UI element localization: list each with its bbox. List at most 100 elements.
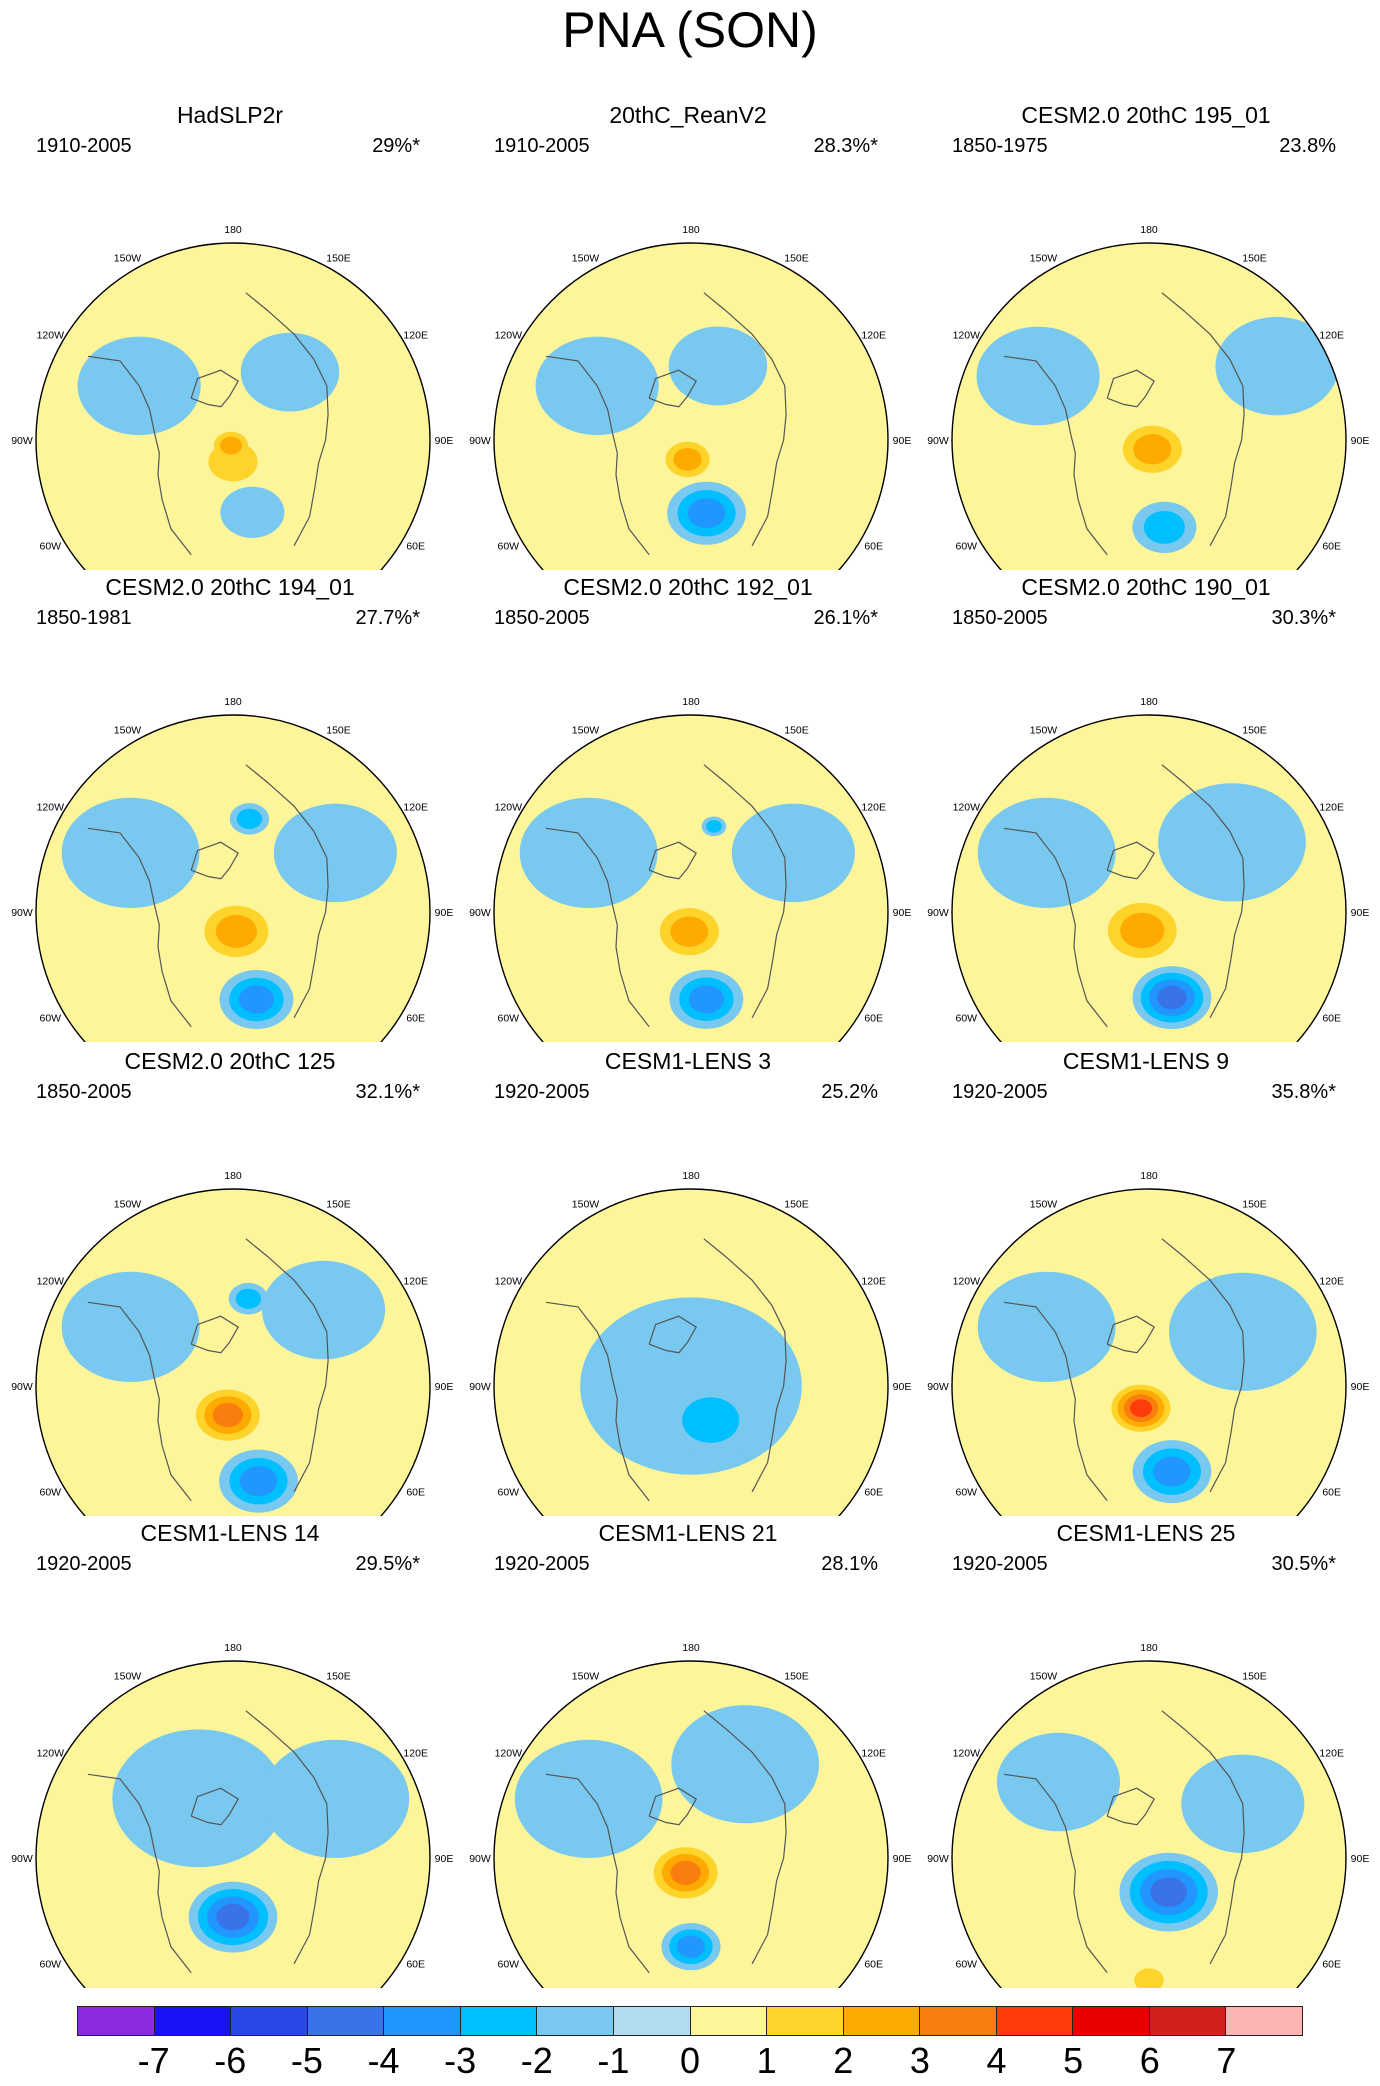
longitude-label: 150E [784,1670,809,1682]
panel-variance-explained: 25.2% [821,1081,878,1103]
longitude-label: 150E [1242,1670,1267,1682]
longitude-label: 120W [495,1276,523,1288]
polar-map: 180150E120E90E60E30E030W60W90W120W150W [927,1170,1370,1516]
panel-title: CESM2.0 20thC 125 [124,1048,336,1074]
colorbar-tick-label: 1 [756,2040,777,2081]
coastline [1161,292,1245,547]
panel-variance-explained: 30.3%* [1271,607,1337,629]
longitude-label: 60W [498,1959,520,1971]
panel-period: 1910-2005 [494,135,590,157]
panel-period: 1850-1981 [36,607,132,629]
anomaly-contour [216,1903,250,1931]
anomaly-contour [61,1271,200,1383]
panel-period: 1920-2005 [952,1081,1048,1103]
coastline [1003,827,1108,1028]
coastline [648,369,698,408]
longitude-label: 180 [682,696,700,708]
map-border [35,242,431,570]
longitude-label: 120W [495,330,523,342]
map-border [951,714,1347,1042]
longitude-label: 150W [1030,1198,1058,1210]
figure-title: PNA (SON) [562,2,818,58]
colorbar-tick-label: 0 [679,2040,701,2081]
coastline [245,292,329,547]
coastline [545,355,650,556]
longitude-label: 90E [1351,907,1370,919]
map-panel: CESM2.0 20thC 192_01 1850-2005 26.1%* 18… [458,572,918,1042]
panel-variance-explained: 35.8%* [1271,1081,1337,1103]
anomaly-contour [220,486,285,538]
colorbar-swatch [1226,2007,1302,2035]
longitude-label: 60W [40,1487,62,1499]
polar-map: 180150E120E90E60E30E030W60W90W120W150W [927,224,1369,570]
anomaly-contour [677,1935,705,1958]
panel-variance-explained: 27.7%* [355,607,421,629]
longitude-label: 120W [37,1748,65,1760]
longitude-label: 180 [1140,1170,1158,1182]
anomaly-contour [670,1860,701,1885]
map-border [951,1660,1347,1988]
longitude-label: 120W [953,330,981,342]
longitude-label: 120W [953,802,981,814]
colorbar-swatch [767,2007,844,2035]
anomaly-contour [977,1271,1116,1383]
map-panel: CESM1-LENS 3 1920-2005 25.2% 180 150E 120E… [458,1046,918,1516]
map-panel: CESM2.0 20thC 194_01 1850-1981 27.7%* 18… [0,572,460,1042]
anomaly-contour [514,1739,663,1858]
anomaly-contour [670,916,709,947]
longitude-label: 60E [1322,1013,1341,1025]
panel-period: 1920-2005 [494,1081,590,1103]
panel-title: CESM1-LENS 3 [604,1048,772,1074]
longitude-label: 60W [498,541,520,553]
anomaly-contour [240,332,340,412]
coastline [87,1301,192,1502]
map-border [35,714,431,1042]
map-border [951,242,1347,570]
anomaly-contour [1215,316,1339,416]
longitude-label: 90E [893,907,912,919]
colorbar-swatch [537,2007,614,2035]
coastline [1106,841,1156,880]
longitude-label: 90W [927,1853,949,1865]
anomaly-contour [671,1705,820,1824]
panel-variance-explained: 28.1% [821,1553,878,1575]
colorbar-swatch [384,2007,461,2035]
coastline [1003,1301,1108,1502]
coastline [1161,764,1245,1019]
panel-period: 1910-2005 [36,135,132,157]
longitude-label: 90W [927,1381,949,1393]
map-panel: CESM2.0 20thC 190_01 1850-2005 30.3%* 18… [916,572,1376,1042]
coastline [545,827,650,1028]
longitude-label: 90W [11,1381,33,1393]
coastline [1106,1787,1156,1826]
longitude-label: 60E [1322,1959,1341,1971]
polar-map: 180150E120E90E60E30E030W60W90W120W150W [11,1170,453,1516]
longitude-label: 90E [893,1853,912,1865]
map-panel: 20thC_ReanV2 1910-2005 28.3%* 180 150E 120… [458,100,918,570]
coastline [545,1301,650,1502]
colorbar-tick-label: -7 [137,2040,170,2081]
polar-map: 180150E120E90E60E30E030W60W90W120W150W [927,1642,1369,1988]
anomaly-contour [688,985,724,1014]
longitude-label: 150E [326,1670,351,1682]
panel-variance-explained: 29.5%* [355,1553,421,1575]
polar-map: 180150E120E90E60E30E030W60W90W120W150W [469,1170,911,1516]
longitude-label: 60W [40,1959,62,1971]
longitude-label: 150E [326,1198,351,1210]
coastline [245,764,329,1019]
anomaly-contour [238,985,274,1014]
anomaly-contour [682,1397,740,1443]
longitude-label: 90E [893,435,912,447]
colorbar-swatch [460,2007,538,2035]
longitude-label: 90W [927,907,949,919]
longitude-label: 120E [861,1276,886,1288]
longitude-label: 120E [403,802,428,814]
longitude-label: 180 [224,696,242,708]
anomaly-contour [1143,510,1185,544]
longitude-label: 90E [1351,1381,1370,1393]
map-border [493,242,889,570]
anomaly-contour [261,1260,386,1360]
longitude-label: 90W [469,907,491,919]
longitude-label: 180 [1140,696,1158,708]
coastline [190,1787,240,1826]
